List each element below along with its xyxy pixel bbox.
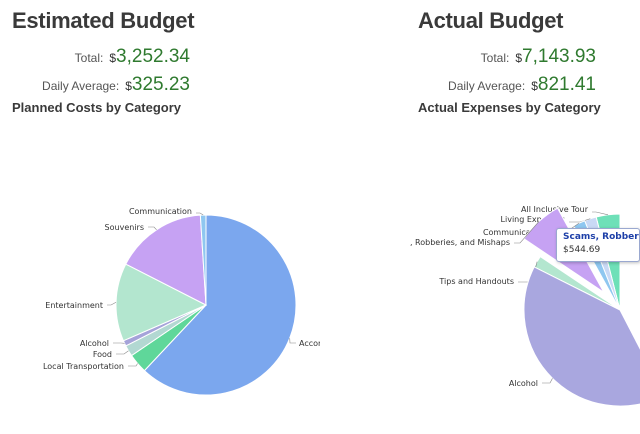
pie-label-tips-and-handouts: Tips and Handouts [438,277,514,286]
pie-slice-accommodation[interactable] [143,214,297,396]
estimated-daily-currency: $ [125,79,132,93]
pie-label-connector [107,301,117,306]
actual-budget-panel: Actual Budget Total: $7,143.93 Daily Aver… [410,0,640,434]
actual-total-currency: $ [515,51,523,65]
pie-label-food: Food [93,350,112,359]
estimated-daily-row: Daily Average: $325.23 [0,74,190,96]
pie-label-connector [148,226,157,231]
pie-label-accommodation: Accommodation [299,339,320,348]
pie-label-local-transportation: Local Transportation [43,362,124,371]
estimated-daily-label: Daily Average: [42,79,120,93]
pie-label-souvenirs: Souvenirs [105,223,144,232]
pie-slice-entertainment[interactable] [115,263,208,342]
pie-label-living-expenses: Living Expenses [501,215,565,224]
planned-costs-pie-chart[interactable]: Accommodation Local Transportation Food Alc… [0,0,320,434]
estimated-total-row: Total: $3,252.34 [0,46,190,68]
actual-daily-value: 821.41 [537,74,596,95]
actual-total-value: 7,143.93 [522,46,596,67]
actual-expenses-chart-title: Actual Expenses by Category [418,100,601,115]
actual-daily-label: Daily Average: [448,79,526,93]
actual-total-row: Total: $7,143.93 [410,46,596,68]
pie-label-connector [289,338,296,344]
pie-label-entertainment: Entertainment [45,301,103,310]
pie-label-alcohol: Alcohol [509,379,538,388]
estimated-total-value: 3,252.34 [116,46,190,67]
actual-budget-title: Actual Budget [418,8,564,33]
tooltip-title: Scams, Robberies [563,232,639,242]
planned-costs-chart-title: Planned Costs by Category [12,100,182,115]
pie-label-connector [514,221,540,244]
pie-label-connector [592,211,609,216]
pie-label-communication: Communication [483,228,546,237]
pie-slice-communication[interactable] [199,214,207,306]
tooltip-value: $544.69 [563,245,601,255]
estimated-total-label: Total: [74,51,104,65]
pie-label-connector [196,212,204,216]
chart-tooltip: Scams, Robberies $544.69 [556,228,640,262]
pie-slice-alcohol[interactable] [523,266,640,407]
pie-label-connector [128,363,138,367]
estimated-total-currency: $ [109,51,117,65]
pie-label-connector [569,218,591,223]
estimated-budget-title: Estimated Budget [12,8,195,33]
estimated-budget-panel: Estimated Budget Total: $3,252.34 Daily A… [0,0,320,434]
pie-label-scams-robberies-and-mishaps: Scams, Robberies, and Mishaps [410,238,510,247]
estimated-daily-value: 325.23 [131,74,190,95]
pie-label-alcohol: Alcohol [80,339,109,348]
pie-label-communication: Communication [129,207,192,216]
pie-label-connector [542,378,553,384]
actual-daily-currency: $ [531,79,538,93]
pie-label-connector [116,350,129,355]
actual-total-label: Total: [480,51,510,65]
actual-daily-row: Daily Average: $821.41 [410,74,596,96]
